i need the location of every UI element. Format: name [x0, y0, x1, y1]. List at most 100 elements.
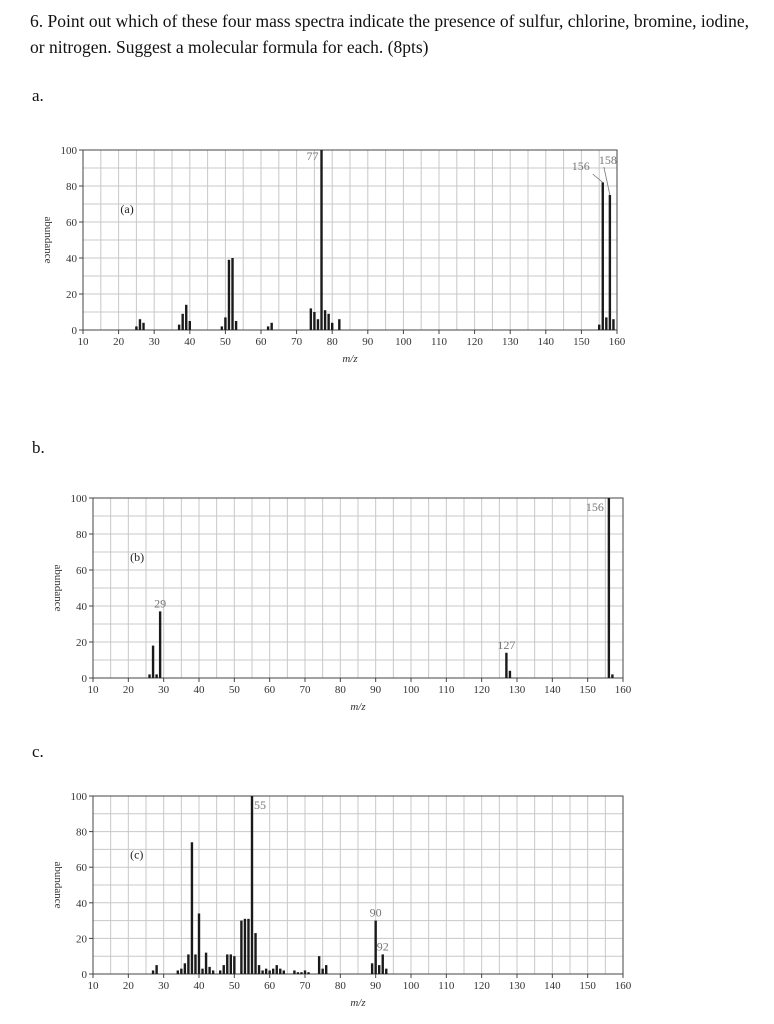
x-tick-label: 160 — [609, 336, 626, 348]
peak-label: 77 — [307, 149, 319, 163]
peak-bar — [293, 970, 296, 974]
x-tick-label: 30 — [149, 336, 161, 348]
peak-bar — [272, 968, 275, 974]
peak-bar — [176, 970, 179, 974]
peak-bar — [608, 195, 612, 330]
peak-bar — [264, 968, 268, 974]
peak-label: 29 — [154, 596, 166, 610]
peak-bar — [385, 968, 388, 974]
x-axis-title: m/z — [342, 353, 358, 365]
y-tick-label: 60 — [76, 862, 88, 874]
peak-bar — [331, 322, 334, 330]
peak-bar — [612, 319, 615, 330]
peak-bar — [321, 968, 324, 974]
peak-bar — [261, 970, 264, 974]
peak-bar — [190, 842, 194, 974]
peak-bar — [270, 322, 273, 330]
x-tick-label: 70 — [300, 980, 312, 992]
x-tick-label: 100 — [395, 336, 412, 348]
peak-bar — [338, 319, 341, 330]
spectrum-chart-b: 0 20 40 60 80 100 10 20 30 40 50 60 70 80 90 100 110 120 1… — [52, 493, 632, 713]
peak-bar — [227, 259, 231, 330]
y-tick-label: 40 — [76, 898, 88, 910]
peak-label: 156 — [572, 159, 590, 173]
spectrum-chart-a: 0 20 40 60 80 100 10 20 30 40 50 60 70 80 90 100 110 120 1… — [42, 145, 626, 365]
y-axis-title: abundance — [42, 216, 54, 263]
peak-bar — [327, 313, 330, 330]
peak-bar — [197, 913, 201, 974]
peak-bar — [266, 326, 270, 330]
peak-bar — [183, 963, 187, 974]
peak-bar — [505, 652, 508, 678]
x-axis-title: m/z — [350, 997, 366, 1009]
peak-bar — [204, 952, 208, 974]
x-tick-label: 10 — [78, 336, 90, 348]
x-tick-label: 90 — [370, 980, 382, 992]
peak-bar — [247, 918, 250, 974]
plot-frame — [92, 497, 624, 679]
peak-bar — [303, 970, 307, 974]
x-tick-label: 40 — [194, 980, 206, 992]
x-tick-label: 150 — [579, 684, 596, 696]
x-tick-label: 110 — [438, 684, 455, 696]
peak-bar — [381, 954, 384, 974]
x-tick-label: 130 — [502, 336, 519, 348]
y-tick-label: 100 — [71, 493, 88, 505]
y-tick-label: 20 — [76, 637, 88, 649]
peak-bar — [282, 970, 285, 974]
x-tick-label: 70 — [300, 684, 312, 696]
peak-bar — [155, 674, 158, 678]
peak-bar — [151, 645, 155, 678]
peak-bar — [148, 674, 151, 678]
x-tick-label: 100 — [403, 684, 420, 696]
y-tick-label: 20 — [66, 289, 78, 301]
x-tick-label: 60 — [264, 980, 276, 992]
peak-bar — [250, 796, 254, 974]
x-tick-label: 120 — [473, 980, 490, 992]
peak-label: 55 — [254, 798, 266, 812]
peak-bar — [300, 972, 303, 974]
panel-tag: (a) — [120, 202, 133, 216]
peak-bar — [243, 918, 247, 974]
peak-bar — [233, 956, 236, 974]
x-tick-label: 50 — [229, 980, 241, 992]
x-tick-label: 90 — [362, 336, 374, 348]
peak-bar — [185, 304, 188, 330]
x-tick-label: 30 — [158, 980, 170, 992]
peak-bar — [325, 965, 328, 974]
peak-bar — [188, 321, 191, 330]
y-tick-label: 100 — [61, 145, 78, 157]
peak-bar — [508, 670, 512, 678]
x-tick-label: 120 — [466, 336, 483, 348]
part-label-b: b. — [32, 438, 45, 457]
question-text: 6. Point out which of these four mass sp… — [30, 11, 750, 57]
x-tick-label: 140 — [544, 684, 561, 696]
x-tick-label: 70 — [291, 336, 303, 348]
x-tick-label: 130 — [509, 980, 526, 992]
peak-bar — [177, 324, 181, 330]
x-tick-label: 30 — [158, 684, 170, 696]
peak-bar — [226, 954, 229, 974]
peak-bar — [180, 968, 183, 974]
y-tick-label: 80 — [76, 827, 88, 839]
x-tick-label: 40 — [184, 336, 196, 348]
x-tick-label: 140 — [538, 336, 555, 348]
x-tick-label: 10 — [88, 980, 100, 992]
y-axis-title: abundance — [52, 564, 64, 611]
peak-bar — [601, 182, 604, 330]
part-label-a: a. — [32, 86, 44, 105]
peak-label: 92 — [377, 939, 389, 953]
peak-bar — [240, 920, 243, 974]
x-tick-label: 80 — [327, 336, 339, 348]
spectrum-chart-c: 0 20 40 60 80 100 10 20 30 40 50 60 70 80 90 100 110 120 1… — [52, 791, 632, 1009]
peak-bar — [142, 322, 145, 330]
x-axis-title: m/z — [350, 701, 366, 713]
x-tick-label: 50 — [220, 336, 232, 348]
peak-bar — [374, 920, 377, 974]
y-tick-label: 100 — [71, 791, 88, 803]
peak-bar — [611, 674, 614, 678]
peak-label: 156 — [586, 500, 604, 514]
peak-bar — [158, 611, 162, 678]
panel-tag: (b) — [130, 550, 144, 564]
x-tick-label: 60 — [264, 684, 276, 696]
